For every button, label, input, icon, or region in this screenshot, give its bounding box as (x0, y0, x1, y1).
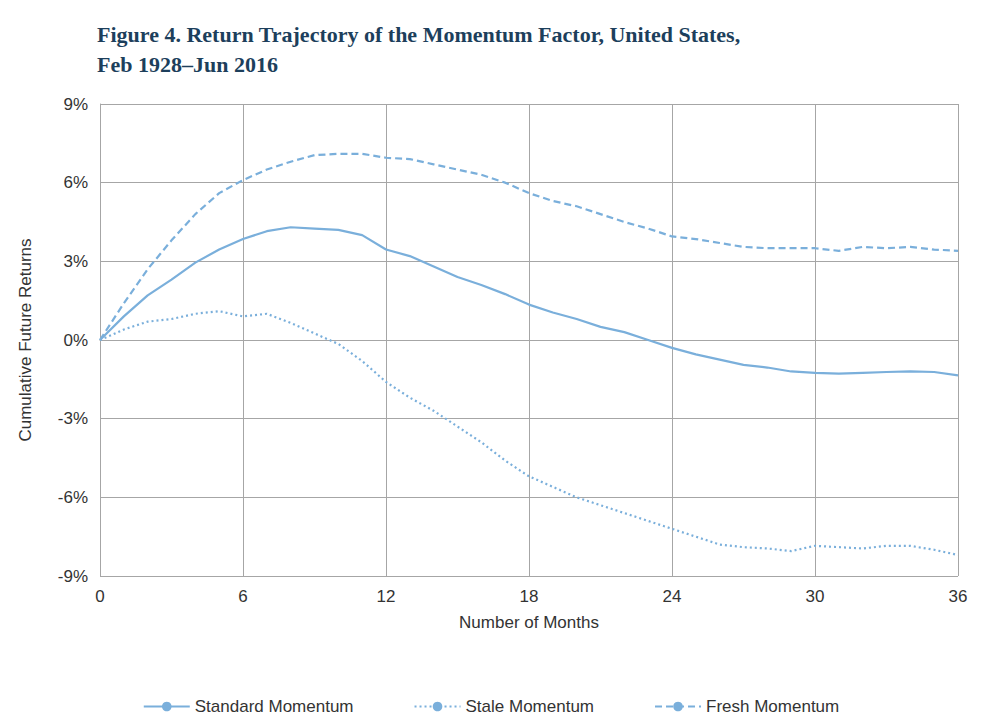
svg-text:36: 36 (949, 587, 968, 606)
svg-text:Fresh Momentum: Fresh Momentum (706, 697, 839, 716)
svg-text:Stale Momentum: Stale Momentum (466, 697, 595, 716)
svg-text:3%: 3% (63, 252, 88, 271)
svg-text:12: 12 (377, 587, 396, 606)
svg-text:6: 6 (238, 587, 247, 606)
svg-text:24: 24 (663, 587, 682, 606)
svg-text:Feb 1928–Jun 2016: Feb 1928–Jun 2016 (97, 52, 278, 77)
svg-text:Cumulative Future Returns: Cumulative Future Returns (16, 238, 35, 441)
svg-text:-3%: -3% (58, 409, 88, 428)
svg-text:6%: 6% (63, 173, 88, 192)
svg-text:-6%: -6% (58, 488, 88, 507)
svg-text:-9%: -9% (58, 567, 88, 586)
svg-text:18: 18 (520, 587, 539, 606)
svg-text:30: 30 (806, 587, 825, 606)
svg-text:0%: 0% (63, 331, 88, 350)
svg-text:0: 0 (95, 587, 104, 606)
svg-text:Standard Momentum: Standard Momentum (195, 697, 354, 716)
svg-text:9%: 9% (63, 95, 88, 114)
svg-text:Number of Months: Number of Months (459, 613, 599, 632)
svg-text:Figure 4. Return Trajectory of: Figure 4. Return Trajectory of the Momen… (97, 22, 740, 47)
